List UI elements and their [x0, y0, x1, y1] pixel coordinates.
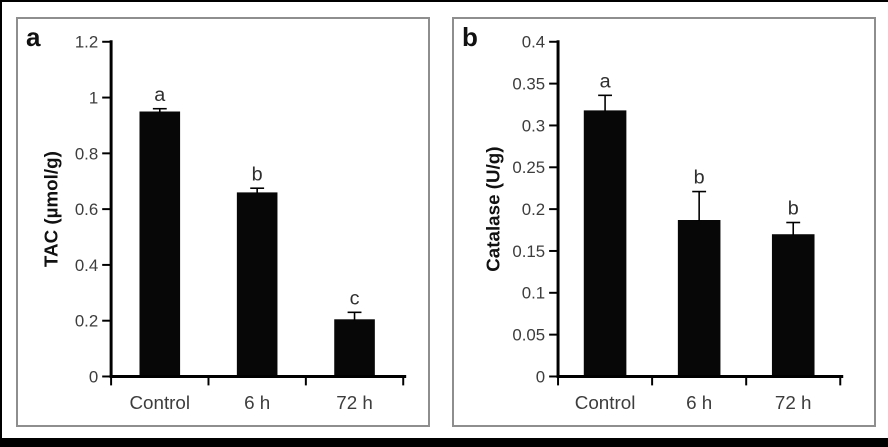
- y-tick-label: 0.4: [75, 256, 98, 275]
- y-tick-label: 1.2: [75, 33, 98, 52]
- y-tick-label: 0.25: [512, 158, 545, 177]
- y-tick-label: 0.2: [522, 200, 545, 219]
- sig-letter: b: [252, 163, 263, 185]
- y-tick-label: 0.2: [75, 312, 98, 331]
- y-tick-label: 0.4: [522, 33, 545, 52]
- y-axis-title: TAC (µmol/g): [41, 151, 62, 267]
- y-tick-label: 0.1: [522, 284, 545, 303]
- bar-control: [583, 110, 627, 377]
- x-category-label: 72 h: [775, 392, 812, 413]
- sig-letter: b: [788, 198, 799, 220]
- bar-72-h: [771, 234, 815, 377]
- y-tick-label: 0: [89, 367, 98, 386]
- x-category-label: Control: [575, 392, 636, 413]
- y-tick-label: 0: [536, 367, 545, 386]
- sig-letter: a: [154, 84, 166, 106]
- y-axis-title: Catalase (U/g): [483, 146, 504, 271]
- panel-a: a a Control b 6 h c 72 h 0 0.2 0.4 0.6 0.8 1 1.2 TAC …: [16, 17, 430, 427]
- x-category-label: 72 h: [336, 392, 373, 413]
- bar-72-h: [334, 319, 375, 377]
- x-category-label: Control: [129, 392, 190, 413]
- bar-chart-catalase: a Control b 6 h b 72 h 0 0.05 0.1 0.15 0.2 0.25 0.3 0…: [483, 33, 844, 413]
- bar-6-h: [677, 220, 721, 377]
- panel-b-letter: b: [462, 22, 478, 52]
- sig-letter: c: [350, 287, 360, 309]
- bar-6-h: [236, 192, 278, 377]
- y-tick-label: 0.8: [75, 144, 98, 163]
- bar-control: [139, 111, 181, 377]
- sig-letter: b: [694, 167, 705, 189]
- x-category-label: 6 h: [686, 392, 712, 413]
- panel-a-letter: a: [26, 22, 41, 52]
- y-tick-label: 0.35: [512, 75, 545, 94]
- y-tick-label: 0.6: [75, 200, 98, 219]
- bar-chart-tac: a Control b 6 h c 72 h 0 0.2 0.4 0.6 0.8 1 1.2 TAC (µ…: [41, 33, 407, 413]
- y-tick-label: 1: [89, 89, 98, 108]
- y-tick-label: 0.15: [512, 242, 545, 261]
- panel-b: b a Control b 6 h b 72 h 0 0.05 0.1 0.15 0.2 0.25 0.…: [452, 17, 876, 427]
- y-tick-label: 0.3: [522, 116, 545, 135]
- sig-letter: a: [600, 70, 612, 92]
- y-tick-label: 0.05: [512, 326, 545, 345]
- x-category-label: 6 h: [244, 392, 270, 413]
